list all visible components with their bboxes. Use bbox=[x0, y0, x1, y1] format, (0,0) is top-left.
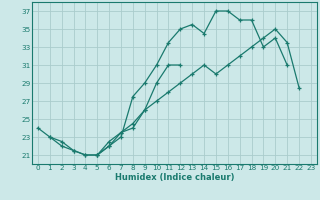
X-axis label: Humidex (Indice chaleur): Humidex (Indice chaleur) bbox=[115, 173, 234, 182]
